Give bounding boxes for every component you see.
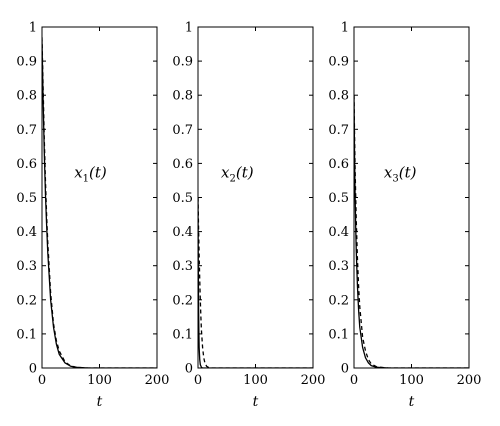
plot-frame	[353, 26, 470, 369]
x-axis-label: t	[97, 394, 103, 410]
series-label: x2(t)	[221, 164, 254, 185]
y-tick-label: 0.3	[328, 259, 349, 274]
x-tick-label: 100	[87, 373, 112, 388]
chart-panel-3: 0 0.1 0.2 0.3 0.4 0.5 0.6 0.7 0.8 0.9 1 0 100 200 t x3(…	[328, 21, 481, 411]
y-tick-label: 0.9	[16, 55, 37, 70]
series-label: x1(t)	[74, 164, 107, 185]
y-tick-label: 0.1	[16, 327, 37, 342]
series-label-base: x	[221, 164, 230, 182]
y-tick-label: 0.3	[16, 259, 37, 274]
y-tick-label: 0.8	[16, 89, 37, 104]
y-axis: 0 0.1 0.2 0.3 0.4 0.5 0.6 0.7 0.8 0.9 1	[328, 21, 469, 377]
y-tick-label: 0.1	[172, 327, 193, 342]
y-tick-label: 0.5	[16, 191, 37, 206]
y-tick-label: 0.9	[172, 55, 193, 70]
x-axis: 0 100 200	[350, 27, 482, 388]
y-tick-label: 0.5	[328, 191, 349, 206]
y-tick-label: 0.4	[328, 225, 349, 240]
y-axis: 0 0.1 0.2 0.3 0.4 0.5 0.6 0.7 0.8 0.9 1	[16, 21, 157, 377]
x-axis: 0 100 200	[38, 27, 170, 388]
y-tick-label: 0.6	[172, 157, 193, 172]
plot-frame	[41, 26, 158, 369]
plot-frame	[197, 26, 314, 369]
chart-panel-2: 0 0.1 0.2 0.3 0.4 0.5 0.6 0.7 0.8 0.9 1 0 100 200 t x2(…	[172, 21, 325, 411]
x-axis: 0 100 200	[194, 27, 326, 388]
y-tick-label: 0.4	[16, 225, 37, 240]
series-label-arg: (t)	[236, 164, 254, 182]
chart-panel-1: 00.10.20.30.40.50.60.70.80.910 100 200tx1(…	[16, 21, 169, 411]
y-tick-label: 0.2	[172, 293, 193, 308]
y-tick-label: 1	[341, 21, 349, 36]
series-label: x3(t)	[384, 164, 417, 185]
y-tick-label: 0	[341, 362, 349, 377]
y-tick-label: 0.4	[172, 225, 193, 240]
series-label-base: x	[384, 164, 393, 182]
x-tick-label: 200	[301, 373, 326, 388]
x-tick-label: 200	[457, 373, 482, 388]
y-tick-label: 0.8	[328, 89, 349, 104]
y-tick-label: 1	[185, 21, 193, 36]
series-label-sub: 1	[83, 174, 89, 185]
x-tick-label: 0	[350, 373, 358, 388]
y-tick-label: 0.7	[172, 123, 193, 138]
y-tick-label: 0.5	[172, 191, 193, 206]
y-tick-label: 0.7	[16, 123, 37, 138]
y-tick-label: 0.3	[172, 259, 193, 274]
y-tick-label: 0.6	[328, 157, 349, 172]
series-label-base: x	[74, 164, 83, 182]
y-tick-label: 0.7	[328, 123, 349, 138]
x-axis-label: t	[409, 394, 415, 410]
y-tick-label: 0.2	[328, 293, 349, 308]
series-label-sub: 3	[392, 174, 398, 185]
x-tick-label: 0	[194, 373, 202, 388]
series-label-sub: 2	[229, 174, 235, 185]
y-tick-label: 0	[29, 362, 37, 377]
x-tick-label: 100	[243, 373, 268, 388]
y-tick-label: 0.2	[16, 293, 37, 308]
y-tick-label: 0.8	[172, 89, 193, 104]
series-line-solid	[198, 197, 313, 368]
y-tick-label: 0.1	[328, 327, 349, 342]
x-tick-label: 200	[145, 373, 170, 388]
y-tick-label: 0	[185, 362, 193, 377]
y-axis: 0 0.1 0.2 0.3 0.4 0.5 0.6 0.7 0.8 0.9 1	[172, 21, 313, 377]
y-tick-label: 0.9	[328, 55, 349, 70]
x-tick-label: 0	[38, 373, 46, 388]
series-line-dashed	[198, 197, 313, 368]
y-tick-label: 0.6	[16, 157, 37, 172]
y-tick-label: 1	[29, 21, 37, 36]
x-tick-label: 100	[399, 373, 424, 388]
series-line-solid	[42, 40, 157, 368]
series-line-dashed	[42, 37, 157, 368]
series-label-arg: (t)	[89, 164, 107, 182]
series-line-dashed	[354, 95, 469, 368]
series-label-arg: (t)	[399, 164, 417, 182]
series-line-solid	[354, 95, 469, 368]
x-axis-label: t	[253, 394, 259, 410]
